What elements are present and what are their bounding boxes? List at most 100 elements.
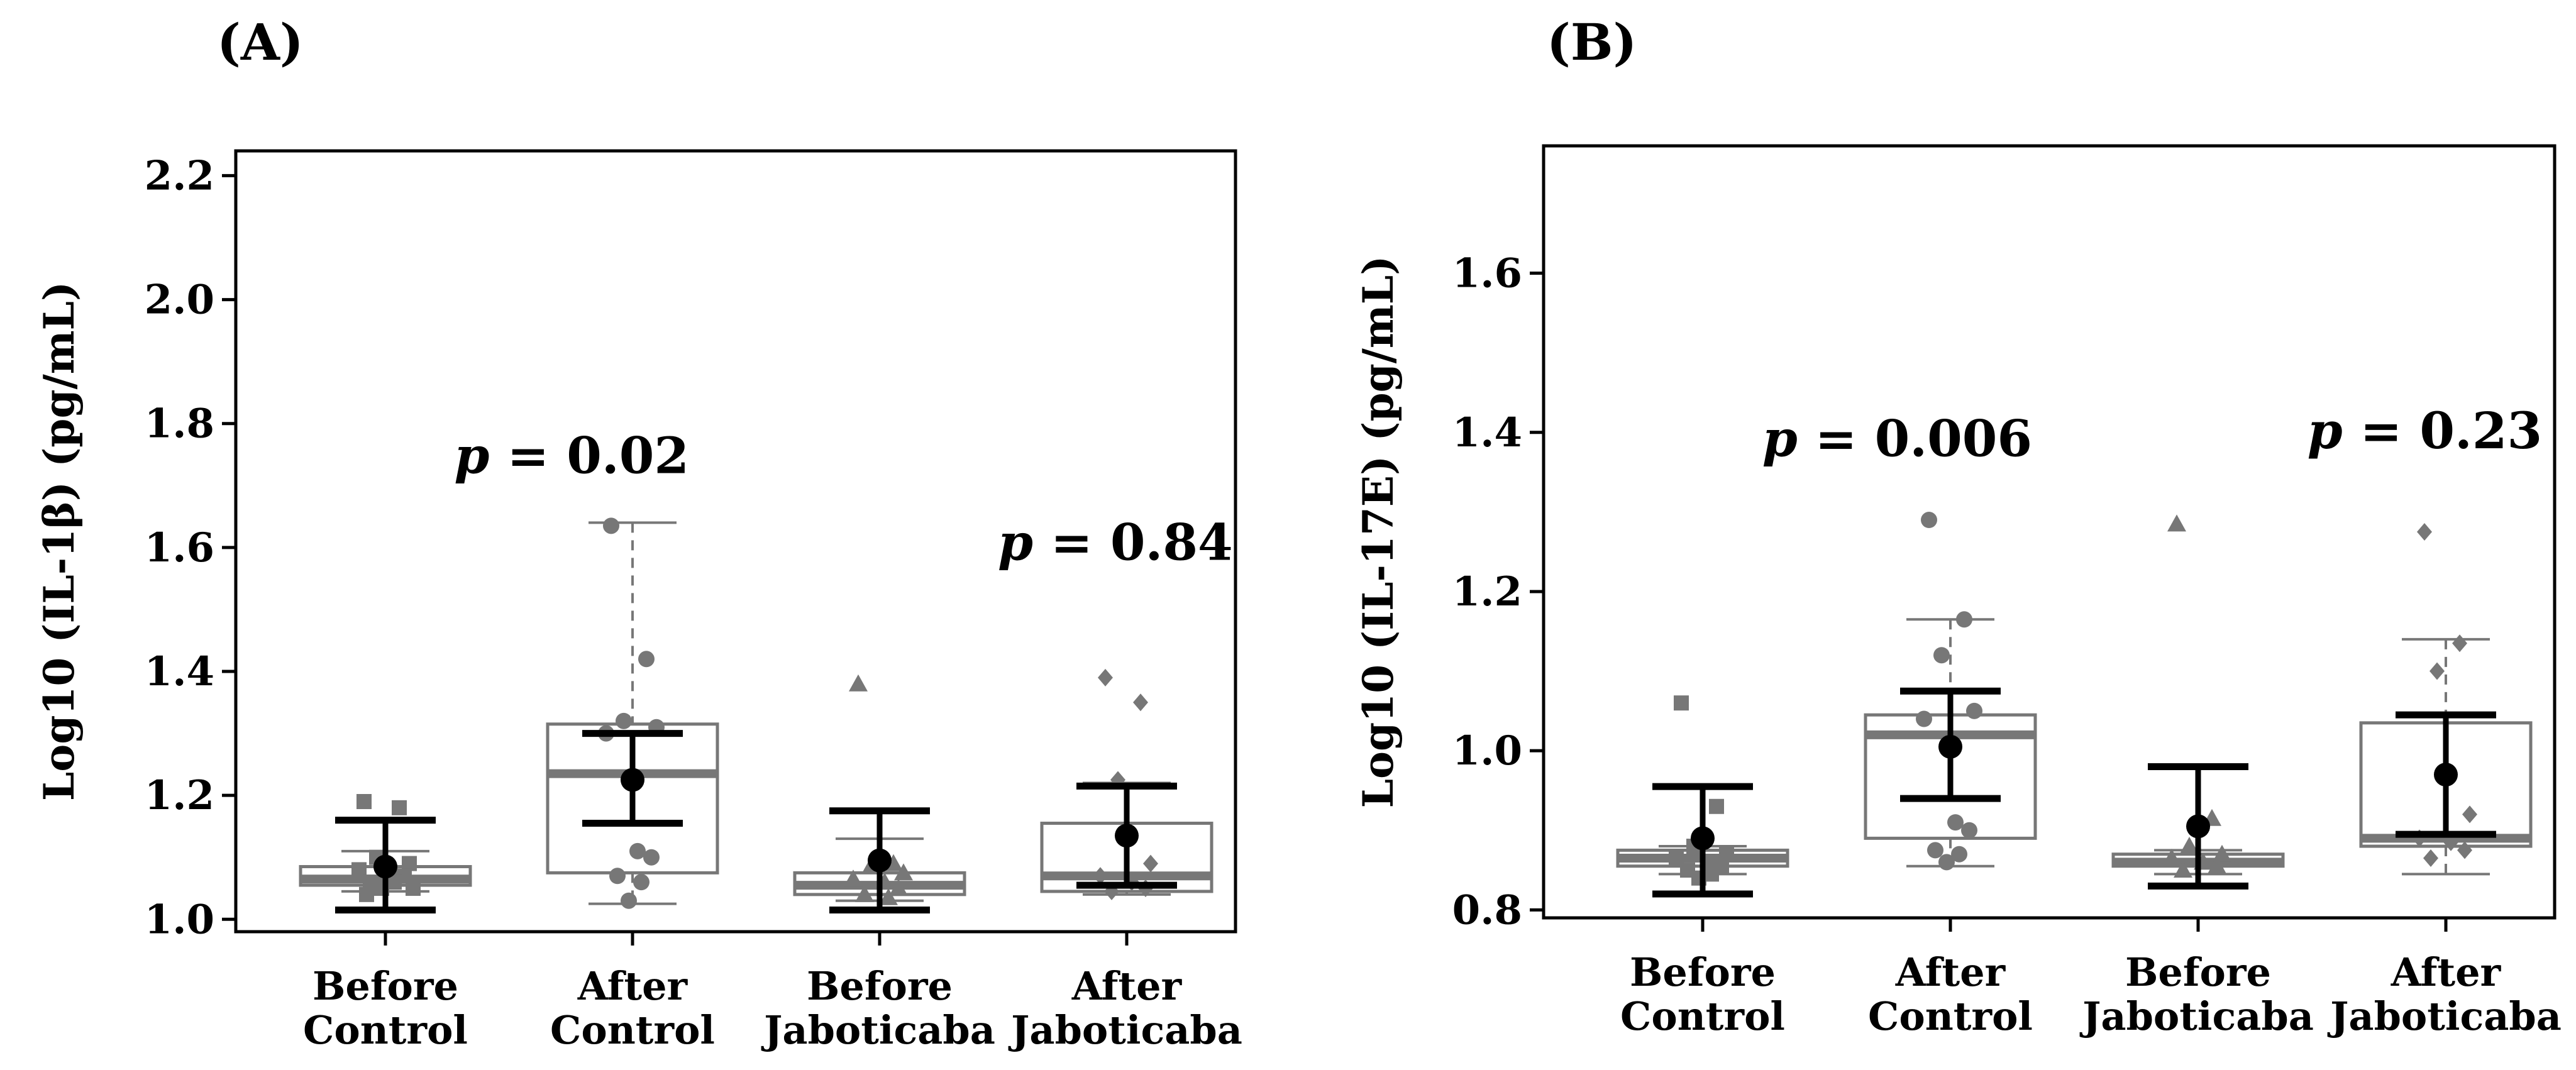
y-tick-label: 0.8 bbox=[1452, 886, 1522, 934]
x-tick-label-line1: Before bbox=[1630, 949, 1776, 995]
x-tick-label-line1: After bbox=[1071, 963, 1183, 1009]
data-point bbox=[392, 800, 407, 815]
data-point bbox=[2423, 849, 2438, 868]
x-tick-label-line2: Control bbox=[550, 1007, 715, 1053]
data-point bbox=[1133, 693, 1148, 712]
y-tick-label: 1.4 bbox=[145, 648, 214, 695]
panel-b: (B) 0.8 1.0 1.2 1.4 1.6 Log10 (IL-17E) (pg/mL)… bbox=[1354, 13, 2562, 1039]
p-value-text: = 0.84 bbox=[1033, 513, 1233, 572]
plot-frame bbox=[1542, 144, 2557, 920]
box-group bbox=[793, 674, 966, 913]
y-tick-label: 1.0 bbox=[145, 896, 214, 943]
x-tick-label-line2: Control bbox=[303, 1007, 468, 1053]
mean-point bbox=[1938, 734, 1962, 759]
data-point bbox=[889, 879, 908, 896]
p-letter: p bbox=[1762, 409, 1798, 468]
y-tick-label: 1.2 bbox=[145, 772, 214, 819]
data-point bbox=[616, 712, 632, 729]
x-tick-label-line1: After bbox=[2391, 949, 2502, 995]
data-point bbox=[1093, 867, 1108, 885]
mean-point bbox=[868, 848, 892, 873]
data-point bbox=[1098, 668, 1113, 687]
data-point bbox=[1143, 854, 1158, 873]
box-group bbox=[2359, 523, 2533, 876]
data-point bbox=[1674, 695, 1689, 711]
data-point bbox=[2417, 523, 2432, 541]
y-tick-label: 1.6 bbox=[145, 524, 214, 571]
y-tick-label: 2.0 bbox=[145, 277, 214, 324]
data-point bbox=[2180, 837, 2199, 854]
x-axis: BeforeControlAfterControlBeforeJaboticab… bbox=[303, 932, 1242, 1053]
x-tick-label-line2: Control bbox=[1868, 993, 2033, 1039]
panel-label: (A) bbox=[217, 13, 304, 72]
y-tick-label: 1.0 bbox=[1452, 727, 1522, 775]
box-group bbox=[2111, 514, 2285, 890]
x-tick-label-line1: After bbox=[1895, 949, 2006, 995]
plot-frame bbox=[234, 149, 1237, 934]
p-value-text: = 0.23 bbox=[2343, 401, 2543, 460]
p-letter: p bbox=[998, 513, 1033, 572]
mean-point bbox=[621, 768, 644, 792]
box-group bbox=[299, 794, 472, 913]
p-value-annotation: p = 0.23 bbox=[2308, 401, 2543, 460]
data-point bbox=[1927, 842, 1943, 859]
data-point bbox=[2174, 861, 2192, 878]
p-value-annotation: p = 0.02 bbox=[455, 426, 690, 485]
data-point bbox=[879, 888, 898, 905]
x-tick-label-line2: Jaboticaba bbox=[2327, 993, 2562, 1039]
y-axis: 1.0 1.2 1.4 1.6 1.8 2.0 2.2 bbox=[145, 152, 236, 943]
data-point bbox=[629, 842, 646, 859]
data-point bbox=[855, 885, 874, 902]
p-value-annotation: p = 0.84 bbox=[998, 513, 1233, 572]
x-tick-label-line1: After bbox=[577, 963, 688, 1009]
data-point bbox=[2443, 833, 2458, 851]
data-point bbox=[1961, 822, 1977, 839]
p-value-text: = 0.02 bbox=[489, 426, 689, 485]
y-axis-title: Log10 (IL-17E) (pg/mL) bbox=[1354, 256, 1403, 808]
x-tick-label-line2: Jaboticaba bbox=[1008, 1007, 1242, 1053]
data-point bbox=[1709, 798, 1724, 814]
y-axis: 0.8 1.0 1.2 1.4 1.6 bbox=[1452, 250, 1544, 934]
p-value-text: = 0.006 bbox=[1798, 409, 2032, 468]
data-point bbox=[1938, 854, 1955, 871]
data-point bbox=[2430, 662, 2445, 680]
data-point bbox=[2208, 856, 2226, 874]
y-tick-label: 1.6 bbox=[1452, 250, 1522, 297]
p-value-annotation: p = 0.006 bbox=[1762, 409, 2032, 468]
x-axis: BeforeControlAfterControlBeforeJaboticab… bbox=[1620, 918, 2562, 1039]
x-tick-label-line1: Before bbox=[2125, 949, 2271, 995]
data-point bbox=[638, 651, 655, 668]
mean-point bbox=[1115, 824, 1139, 848]
x-tick-label-line2: Jaboticaba bbox=[761, 1007, 995, 1053]
y-tick-label: 1.8 bbox=[145, 400, 214, 448]
data-point bbox=[894, 863, 913, 881]
box-group bbox=[1864, 512, 2037, 871]
data-point bbox=[1951, 846, 1967, 863]
data-point bbox=[1916, 710, 1932, 727]
data-point bbox=[609, 868, 626, 885]
y-tick-label: 1.2 bbox=[1452, 568, 1522, 615]
mean-point bbox=[2434, 763, 2458, 787]
data-point bbox=[633, 874, 650, 891]
mean-point bbox=[1691, 826, 1715, 851]
data-point bbox=[357, 794, 372, 809]
data-point bbox=[849, 674, 868, 692]
p-letter: p bbox=[2308, 401, 2343, 460]
mean-point bbox=[2186, 814, 2210, 839]
data-point bbox=[1947, 814, 1964, 831]
data-point bbox=[359, 886, 374, 902]
y-tick-label: 1.4 bbox=[1452, 409, 1522, 456]
data-point bbox=[1956, 611, 1972, 628]
data-point bbox=[621, 892, 637, 909]
panel-a: (A) 1.0 1.2 1.4 1.6 1.8 2.0 2.2 Log10 (IL-1β) (p… bbox=[35, 13, 1242, 1053]
data-point bbox=[1921, 512, 1937, 529]
x-tick-label-line1: Before bbox=[312, 963, 458, 1009]
p-letter: p bbox=[455, 426, 490, 485]
y-axis-title: Log10 (IL-1β) (pg/mL) bbox=[35, 282, 84, 801]
data-point bbox=[643, 849, 660, 866]
data-point bbox=[1933, 647, 1950, 664]
x-tick-label-line2: Control bbox=[1620, 993, 1785, 1039]
y-tick-label: 2.2 bbox=[145, 152, 214, 199]
box-group bbox=[1616, 695, 1789, 898]
